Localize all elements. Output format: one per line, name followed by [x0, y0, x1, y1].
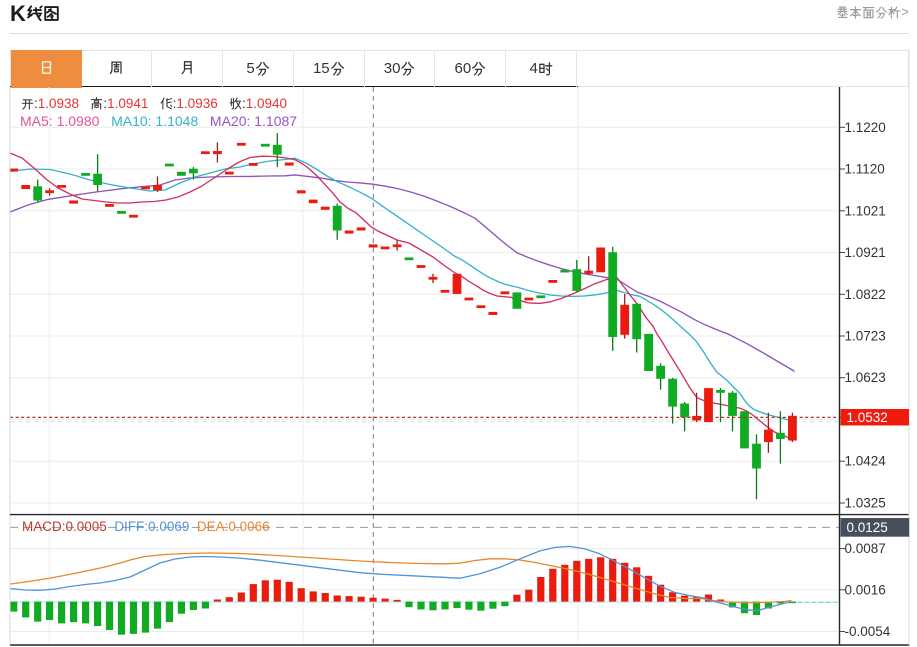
- svg-text:0.0016: 0.0016: [845, 582, 886, 597]
- svg-text:1.0822: 1.0822: [845, 287, 886, 302]
- svg-text:0.0087: 0.0087: [845, 541, 886, 556]
- svg-text:1.1120: 1.1120: [845, 162, 885, 177]
- svg-text:1.0921: 1.0921: [845, 245, 886, 260]
- svg-text:1.0623: 1.0623: [845, 370, 886, 385]
- svg-text:1.0325: 1.0325: [845, 496, 886, 511]
- svg-text:0.0125: 0.0125: [847, 520, 888, 535]
- svg-text:-0.0054: -0.0054: [845, 624, 891, 639]
- svg-text:1.0424: 1.0424: [845, 454, 887, 469]
- svg-text:1.0723: 1.0723: [845, 329, 886, 344]
- svg-text:1.1220: 1.1220: [845, 120, 886, 135]
- svg-text:1.1021: 1.1021: [845, 203, 886, 218]
- svg-text:1.0532: 1.0532: [847, 410, 888, 425]
